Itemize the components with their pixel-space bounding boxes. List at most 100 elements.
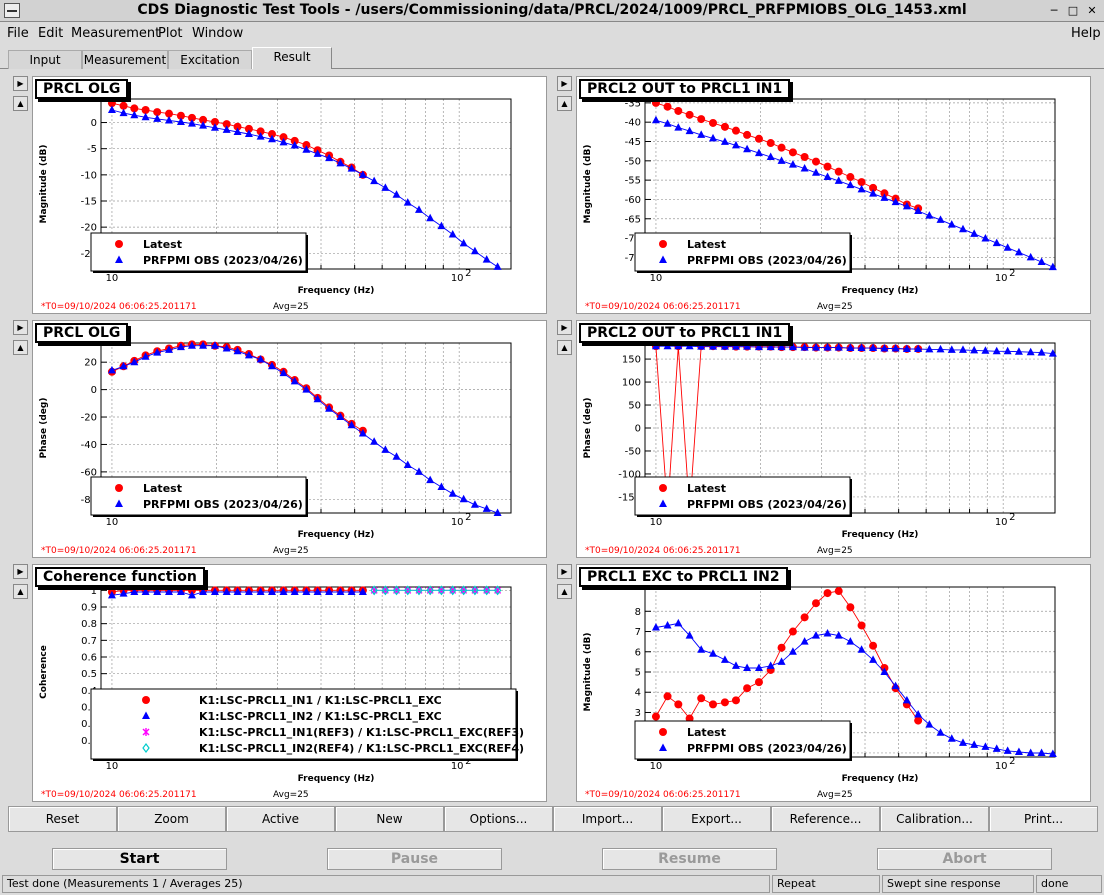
arrow-right-icon[interactable]: ▶ <box>13 76 28 91</box>
data-point <box>153 348 162 356</box>
arrow-right-icon[interactable]: ▶ <box>557 564 572 579</box>
data-point <box>834 343 843 351</box>
abort-button[interactable]: Abort <box>877 848 1052 870</box>
plot-panel-exc-to-in2-magnitude[interactable]: PRCL1 EXC to PRCL1 IN2 8765432110102Freq… <box>576 564 1091 802</box>
legend-label: PRFPMI OBS (2023/04/26) <box>687 254 847 267</box>
data-point <box>325 153 334 162</box>
data-point <box>256 132 265 140</box>
data-point <box>766 152 775 160</box>
plot-panel-prcl2-to-prcl1-phase[interactable]: PRCL2 OUT to PRCL1 IN1 150 100 50 0 -50 -100 -… <box>576 320 1091 558</box>
data-point <box>869 641 878 650</box>
data-point <box>1026 347 1035 356</box>
data-point <box>233 587 242 595</box>
data-point <box>153 587 162 595</box>
arrow-right-icon[interactable]: ▶ <box>13 564 28 579</box>
data-point <box>482 585 491 596</box>
tab-result[interactable]: Result <box>252 47 332 69</box>
data-point <box>1003 746 1012 754</box>
data-point <box>846 637 855 645</box>
new-button[interactable]: New <box>335 806 444 832</box>
window-menu-icon[interactable] <box>4 3 20 18</box>
tab-measurement[interactable]: Measurement <box>82 50 168 69</box>
data-point <box>381 445 390 453</box>
data-point <box>766 661 775 669</box>
plot-panel-prcl-olg-phase[interactable]: PRCL OLG 20 0 -20 -40 -60 -80 10 10 2 Frequency (… <box>32 320 547 558</box>
maximize-icon[interactable]: □ <box>1067 4 1079 17</box>
reference-button[interactable]: Reference... <box>771 806 880 832</box>
data-point <box>256 127 265 136</box>
menu-plot[interactable]: Plot <box>158 26 183 41</box>
calibration-button[interactable]: Calibration... <box>880 806 989 832</box>
data-point <box>115 240 123 248</box>
chart-exc-to-in2-magnitude[interactable]: 8765432110102Frequency (Hz)Magnitude (dB… <box>577 565 1090 801</box>
chart-coherence[interactable]: 10.90.80.70.60.50.40.30.20.110 10 2Frequen… <box>33 565 546 801</box>
arrow-up-icon[interactable]: ▲ <box>13 584 28 599</box>
x-tick-label: 10 <box>106 517 119 528</box>
arrow-up-icon[interactable]: ▲ <box>557 584 572 599</box>
arrow-up-icon[interactable]: ▲ <box>13 340 28 355</box>
arrow-right-icon[interactable]: ▶ <box>557 320 572 335</box>
plot-panel-prcl2-to-prcl1-magnitude[interactable]: PRCL2 OUT to PRCL1 IN1 -35 -40 -45 -50 -55 -6… <box>576 76 1091 314</box>
data-point <box>857 343 866 352</box>
minimize-icon[interactable]: ─ <box>1050 4 1058 17</box>
data-point <box>325 404 334 412</box>
series-group <box>107 340 502 516</box>
menu-file[interactable]: File <box>7 26 29 41</box>
print-button[interactable]: Print... <box>989 806 1098 832</box>
plot-panel-prcl-olg-magnitude[interactable]: PRCL OLG 0 -5 -10 -15 -20 -25 10 10 2 Frequency (… <box>32 76 547 314</box>
data-point <box>313 394 322 403</box>
data-point <box>130 587 139 595</box>
resume-button[interactable]: Resume <box>602 848 777 870</box>
data-point <box>743 144 752 153</box>
timestamp-label: *T0=09/10/2024 06:06:25.201171 <box>585 790 741 800</box>
data-point <box>777 643 786 652</box>
import-button[interactable]: Import... <box>553 806 662 832</box>
data-point <box>141 105 150 114</box>
y-tick-label: -65 <box>625 214 641 225</box>
data-point <box>857 645 866 653</box>
x-axis-label: Frequency (Hz) <box>298 774 375 784</box>
data-point <box>222 587 231 595</box>
data-point <box>857 184 866 193</box>
data-point <box>115 499 123 507</box>
data-point <box>754 678 763 687</box>
pause-button[interactable]: Pause <box>327 848 502 870</box>
arrow-up-icon[interactable]: ▲ <box>557 96 572 111</box>
reset-button[interactable]: Reset <box>8 806 117 832</box>
active-button[interactable]: Active <box>226 806 335 832</box>
zoom-button[interactable]: Zoom <box>117 806 226 832</box>
data-point <box>165 109 174 118</box>
menu-edit[interactable]: Edit <box>38 26 64 41</box>
menu-measurement[interactable]: Measurement <box>71 26 161 41</box>
series-line <box>111 343 364 432</box>
tab-excitation[interactable]: Excitation <box>168 50 252 69</box>
close-icon[interactable]: ✕ <box>1087 4 1097 17</box>
data-point <box>674 700 683 709</box>
arrow-right-icon[interactable]: ▶ <box>557 76 572 91</box>
menu-help[interactable]: Help <box>1071 26 1101 41</box>
status-type: Swept sine response <box>882 875 1034 893</box>
arrow-right-icon[interactable]: ▶ <box>13 320 28 335</box>
data-point <box>947 345 956 353</box>
status-state: done <box>1036 875 1102 893</box>
arrow-up-icon[interactable]: ▲ <box>557 340 572 355</box>
tab-input[interactable]: Input <box>8 50 82 69</box>
series-group <box>107 99 502 270</box>
data-point <box>857 178 866 187</box>
options-button[interactable]: Options... <box>444 806 553 832</box>
data-point <box>869 183 878 192</box>
plot-title: PRCL1 EXC to PRCL1 IN2 <box>579 567 788 587</box>
arrow-up-icon[interactable]: ▲ <box>13 96 28 111</box>
start-button[interactable]: Start <box>52 848 227 870</box>
y-tick-label: 7 <box>635 627 641 638</box>
data-point <box>766 342 775 351</box>
y-tick-label: 0 <box>91 118 97 129</box>
data-point <box>697 130 706 138</box>
menu-window[interactable]: Window <box>192 26 244 41</box>
export-button[interactable]: Export... <box>662 806 771 832</box>
plot-panel-coherence[interactable]: Coherence function 1 0.9 0.8 0.7 0.6 0.5 0.4 0.… <box>32 564 547 802</box>
